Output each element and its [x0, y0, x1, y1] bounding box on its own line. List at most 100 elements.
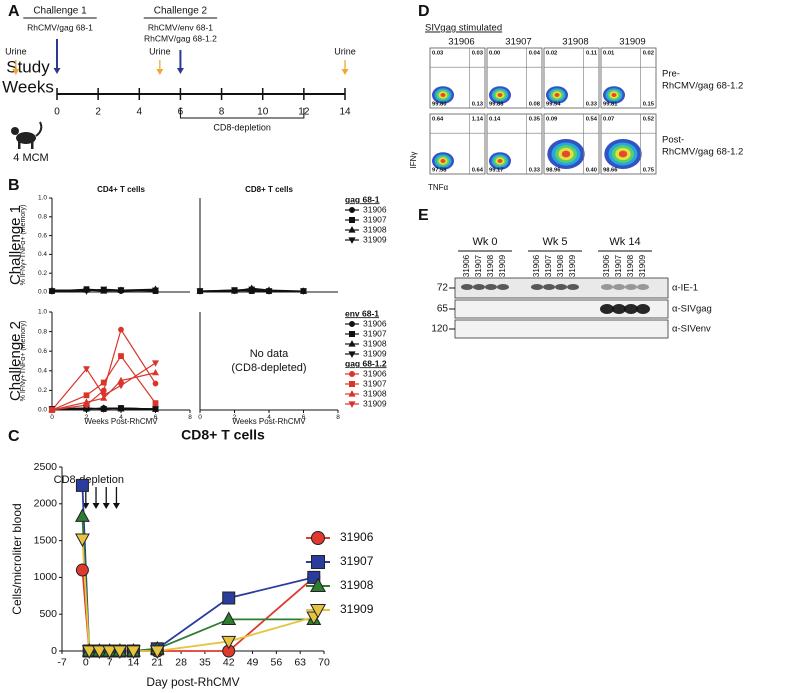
quadrant-value: 0.64	[432, 117, 444, 123]
band	[473, 284, 485, 290]
quadrant-value: 0.40	[586, 168, 597, 174]
quadrant-value: 0.03	[432, 51, 444, 57]
legend-label: 31907	[363, 328, 387, 338]
lane-label: 31908	[556, 254, 565, 277]
marker	[149, 645, 165, 659]
marker	[75, 478, 89, 492]
axis	[199, 198, 338, 293]
flow-row-label: Pre-	[662, 69, 680, 80]
quadrant-value: 0.64	[472, 168, 484, 174]
arrow-head	[341, 69, 349, 75]
y-tick-label: 0	[51, 645, 57, 657]
band	[543, 284, 555, 290]
quadrant-value: 0.33	[529, 168, 541, 174]
challenge-title: Challenge 1	[33, 6, 87, 17]
y-tick-label: 0.0	[38, 289, 47, 296]
marker	[248, 286, 256, 293]
panel-label: E	[418, 207, 429, 224]
y-tick-label: 0.6	[38, 232, 47, 239]
lane-label: 31906	[602, 254, 611, 277]
y-axis-label: % IFNγ+TNFα+ (memory)	[20, 205, 27, 286]
quadrant-value: 1.14	[472, 117, 484, 123]
y-tick-label: 0.2	[38, 270, 47, 277]
panel-label: B	[8, 177, 20, 194]
chart-title: CD8+ T cells	[245, 185, 293, 194]
marker	[118, 326, 124, 333]
quadrant-value: 0.13	[472, 102, 484, 108]
challenge-vector: RhCMV/env 68-1	[148, 22, 213, 32]
lane-label: 31908	[626, 254, 635, 277]
timeline-tick-label: 0	[54, 107, 60, 118]
quadrant-value: 99.54	[546, 102, 561, 108]
lane-label: 31909	[498, 254, 507, 277]
marker	[91, 645, 107, 659]
marker	[74, 508, 90, 522]
y-tick-label: 0.2	[38, 387, 47, 394]
marker	[48, 288, 56, 295]
band	[600, 304, 614, 314]
band	[612, 304, 626, 314]
y-tick-label: 1.0	[38, 195, 47, 202]
axis	[51, 312, 190, 411]
marker	[349, 321, 355, 327]
legend-title: gag 68-1.2	[345, 358, 387, 368]
timepoint-label: Wk 14	[609, 236, 640, 248]
urine-label: Urine	[334, 46, 356, 56]
legend-label: 31907	[363, 378, 387, 388]
depletion-bracket	[179, 108, 305, 119]
quadrant-value: 99.88	[489, 102, 504, 108]
flow-column-label: 31907	[505, 37, 531, 48]
x-tick-label: 42	[223, 656, 235, 668]
x-axis-label: Weeks Post-RhCMV	[84, 417, 158, 426]
marker	[117, 376, 125, 384]
marker	[349, 381, 355, 387]
lane-label: 31906	[532, 254, 541, 277]
timeline-axis-label: Study	[6, 57, 50, 76]
animal-count: 4 MCM	[13, 152, 48, 164]
mw-marker: 65	[437, 304, 449, 315]
y-tick-label: 0.6	[38, 348, 47, 355]
annotation: No data	[250, 348, 289, 360]
marker	[348, 226, 356, 233]
x-tick-label: 28	[175, 656, 187, 668]
quadrant-value: 0.07	[603, 117, 614, 123]
x-tick-label: 4	[267, 414, 271, 421]
y-tick-label: 1000	[34, 571, 58, 583]
flow-x-label: TNFα	[428, 183, 449, 192]
marker	[112, 645, 128, 659]
band	[461, 284, 473, 290]
legend-label: 31906	[363, 318, 387, 328]
x-tick-label: 35	[199, 656, 211, 668]
marker	[75, 563, 89, 577]
arrow-head	[102, 503, 110, 509]
series-line	[81, 539, 315, 652]
lane-label: 31909	[568, 254, 577, 277]
band	[531, 284, 543, 290]
flow-y-label: IFNγ	[409, 152, 418, 169]
marker	[152, 368, 159, 376]
quadrant-value: 0.11	[586, 51, 598, 57]
quadrant-value: 0.14	[489, 117, 501, 123]
quadrant-value: 0.75	[643, 168, 655, 174]
y-tick-label: 2000	[34, 498, 58, 510]
marker	[100, 392, 108, 400]
x-axis-label: Weeks Post-RhCMV	[232, 417, 306, 426]
lane-label: 31906	[462, 254, 471, 277]
y-tick-label: 0.0	[38, 407, 47, 414]
legend-label: 31906	[363, 368, 387, 378]
y-tick-label: 500	[39, 608, 57, 620]
marker	[100, 286, 108, 293]
series-line	[81, 569, 315, 652]
x-tick-label: 0	[83, 656, 89, 668]
y-tick-label: 0.4	[38, 251, 47, 258]
marker	[100, 406, 108, 413]
axis	[51, 198, 190, 293]
blot-strip	[454, 319, 669, 339]
legend-label: 31908	[340, 578, 374, 592]
cell-density	[561, 150, 571, 158]
marker	[117, 287, 125, 294]
band	[637, 284, 649, 290]
cell-density	[440, 93, 446, 97]
depletion-label: CD8-depletion	[213, 122, 271, 132]
lane-label: 31908	[486, 254, 495, 277]
